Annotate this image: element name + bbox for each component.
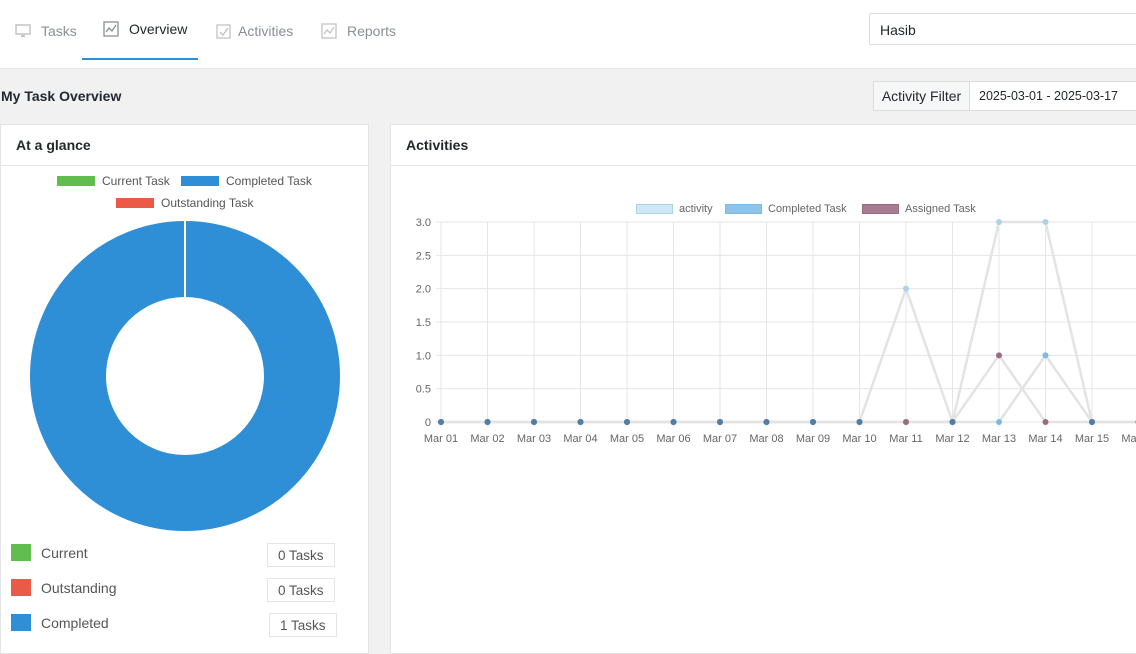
stat-outstanding: Outstanding — [11, 579, 117, 596]
data-point-activity — [903, 286, 909, 292]
legend-item-outstanding[interactable]: Outstanding Task — [116, 196, 254, 210]
completed-color-square — [11, 614, 31, 631]
data-point-activity — [996, 219, 1002, 225]
x-tick-label: Mar 06 — [656, 433, 690, 445]
current-count-badge: 0 Tasks — [267, 543, 335, 567]
activities-panel: Activities activity Completed Task Assig… — [390, 124, 1136, 654]
legend-label: Outstanding Task — [161, 196, 254, 210]
stat-label: Current — [41, 545, 88, 561]
panel-title: At a glance — [1, 125, 368, 166]
activities-line-chart: 0 0.5 1.0 1.5 2.0 2.5 3.0 Mar 01 Mar 02 Mar 03 Mar… — [391, 210, 1136, 450]
data-point-completed-task — [996, 419, 1002, 425]
data-point-zero — [950, 419, 956, 425]
x-tick-label: Mar 15 — [1075, 433, 1109, 445]
data-point-zero — [485, 419, 491, 425]
chart-icon — [103, 21, 119, 37]
data-point-assigned-task — [996, 352, 1002, 358]
data-point-zero — [717, 419, 723, 425]
x-tick-label: Mar 07 — [703, 433, 737, 445]
tab-label: Tasks — [41, 23, 77, 39]
y-tick-label: 1.0 — [416, 350, 431, 362]
x-tick-label: Mar 16 — [1121, 433, 1136, 445]
user-select[interactable]: Hasib — [869, 13, 1136, 45]
x-tick-label: Mar 09 — [796, 433, 830, 445]
x-tick-label: Mar 12 — [935, 433, 969, 445]
stat-current: Current — [11, 544, 88, 561]
x-tick-label: Mar 03 — [517, 433, 551, 445]
tab-label: Reports — [347, 23, 396, 39]
legend-swatch — [116, 198, 154, 208]
data-point-zero — [624, 419, 630, 425]
data-point-zero — [1089, 419, 1095, 425]
y-tick-label: 2.5 — [416, 250, 431, 262]
stat-label: Outstanding — [41, 580, 117, 596]
y-tick-label: 2.0 — [416, 284, 431, 296]
stat-completed: Completed — [11, 614, 109, 631]
legend-swatch — [181, 176, 219, 186]
outstanding-count-badge: 0 Tasks — [267, 578, 335, 602]
tab-label: Activities — [238, 23, 293, 39]
tab-label: Overview — [129, 21, 187, 37]
data-point-assigned-task — [1043, 419, 1049, 425]
data-point-zero — [438, 419, 444, 425]
legend-swatch — [57, 176, 95, 186]
data-point-zero — [764, 419, 770, 425]
donut-chart — [29, 220, 341, 532]
x-tick-label: Mar 05 — [610, 433, 644, 445]
x-tick-label: Mar 13 — [982, 433, 1016, 445]
activity-filter-button[interactable]: Activity Filter — [873, 81, 970, 111]
x-tick-label: Mar 11 — [889, 433, 922, 445]
tab-activities[interactable]: Activities — [216, 0, 293, 62]
y-tick-label: 3.0 — [416, 217, 431, 229]
date-range-input[interactable]: 2025-03-01 - 2025-03-17 — [970, 81, 1136, 111]
x-tick-label: Mar 02 — [470, 433, 504, 445]
page-title: My Task Overview — [1, 88, 121, 104]
stat-label: Completed — [41, 615, 109, 631]
data-point-zero — [810, 419, 816, 425]
legend-item-current[interactable]: Current Task — [57, 174, 170, 188]
at-a-glance-panel: At a glance Current Task Completed Task … — [0, 124, 369, 654]
y-tick-label: 0 — [425, 417, 431, 429]
checklist-icon — [216, 23, 232, 39]
data-point-zero — [671, 419, 677, 425]
legend-label: Current Task — [102, 174, 170, 188]
data-point-zero — [857, 419, 863, 425]
x-tick-label: Mar 01 — [424, 433, 458, 445]
tab-reports[interactable]: Reports — [321, 0, 396, 62]
completed-count-badge: 1 Tasks — [269, 613, 337, 637]
legend-label: Completed Task — [226, 174, 312, 188]
desktop-icon — [15, 23, 31, 39]
current-color-square — [11, 544, 31, 561]
data-point-completed-task — [1043, 352, 1049, 358]
chart-icon — [321, 23, 337, 39]
tab-tasks[interactable]: Tasks — [15, 0, 77, 62]
legend-item-completed[interactable]: Completed Task — [181, 174, 312, 188]
data-point-activity — [1043, 219, 1049, 225]
tab-overview[interactable]: Overview — [82, 0, 198, 60]
x-tick-label: Mar 14 — [1028, 433, 1062, 445]
x-tick-label: Mar 08 — [749, 433, 783, 445]
top-nav: Tasks Overview Activities Reports Hasib — [0, 0, 1136, 69]
data-point-zero — [531, 419, 537, 425]
data-point-assigned-task — [903, 419, 909, 425]
y-tick-label: 1.5 — [416, 317, 431, 329]
outstanding-color-square — [11, 579, 31, 596]
y-tick-label: 0.5 — [416, 384, 431, 396]
panel-title: Activities — [391, 125, 1136, 166]
x-tick-label: Mar 10 — [842, 433, 876, 445]
x-tick-label: Mar 04 — [563, 433, 597, 445]
data-point-zero — [578, 419, 584, 425]
